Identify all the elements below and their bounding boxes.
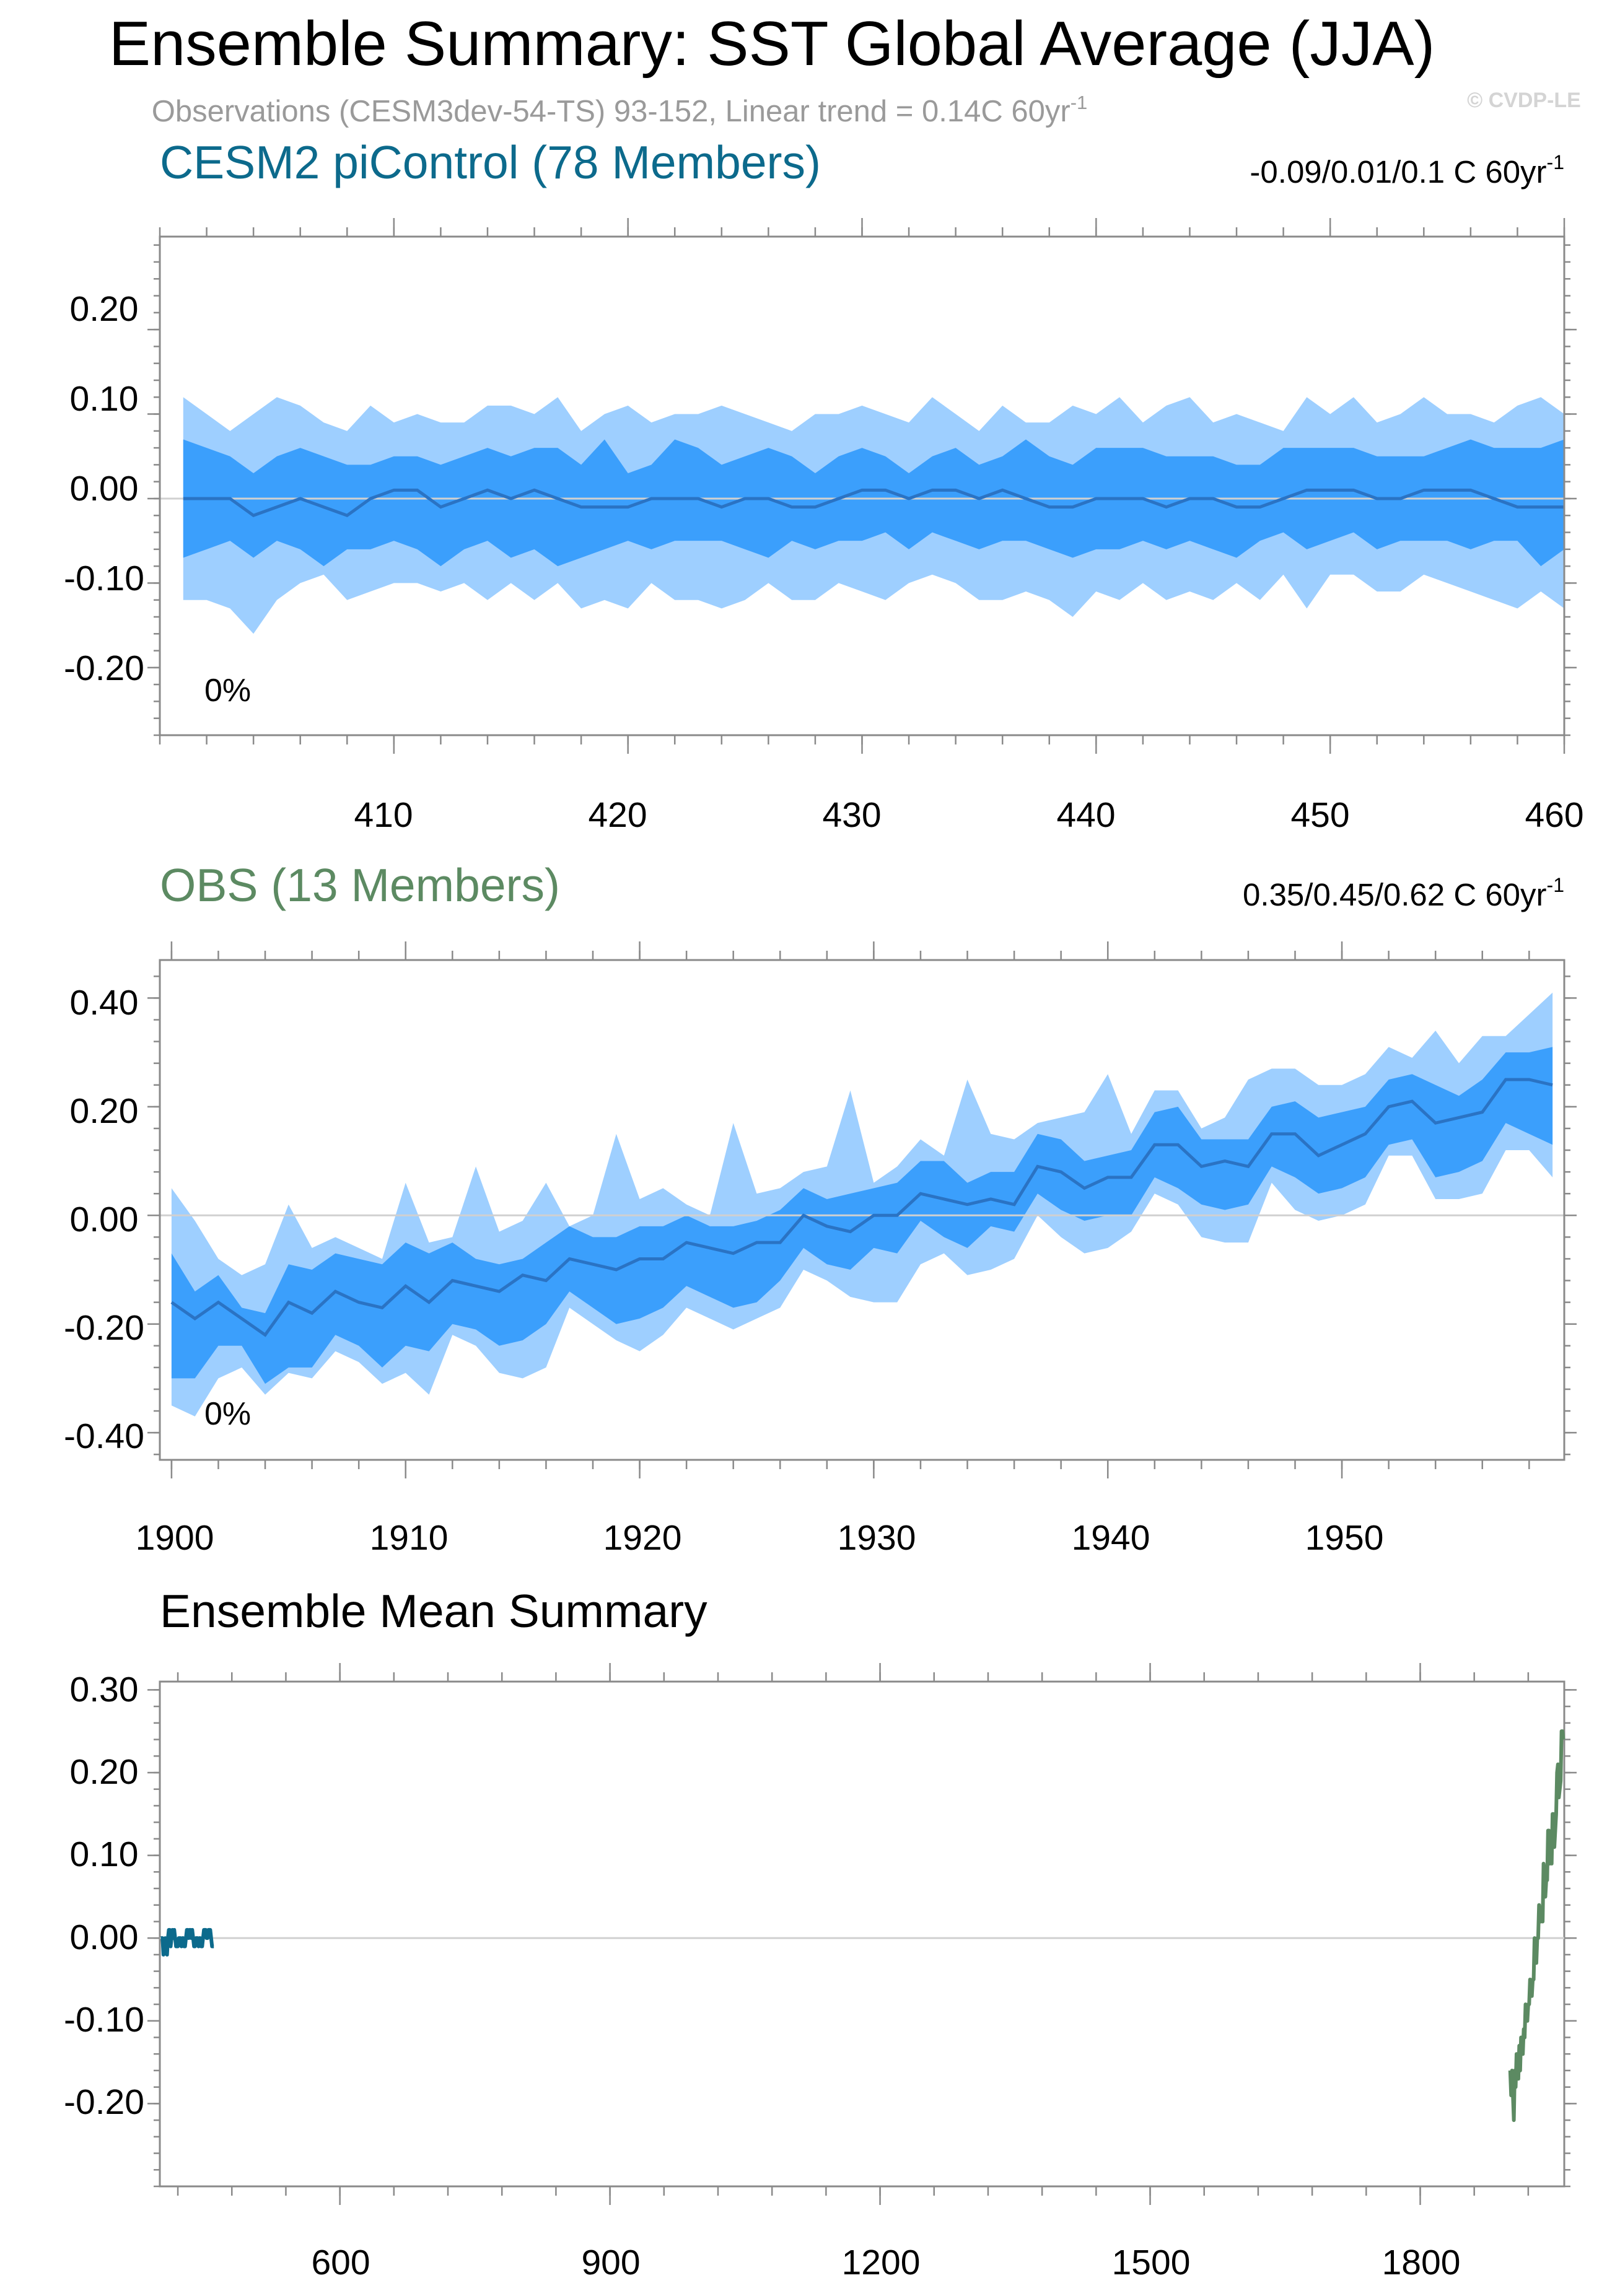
panel3-ytick-label: 0.10 — [70, 1835, 139, 1874]
panel3-ytick-label: -0.20 — [64, 2082, 144, 2122]
panel2-xtick-label: 1950 — [1305, 1518, 1384, 1558]
panel2-trend: 0.35/0.45/0.62 C 60yr-1 — [1243, 874, 1564, 912]
panel3-xtick-label: 1500 — [1112, 2243, 1191, 2282]
panel-cesm2-picontrol: CESM2 piControl (78 Members) -0.09/0.01/… — [64, 136, 1584, 835]
panel3-frame — [159, 1680, 1565, 2188]
panel2-ytick-label: 0.20 — [70, 1091, 139, 1131]
panel3-title: Ensemble Mean Summary — [160, 1585, 707, 1637]
panel1-plot-area — [160, 397, 1565, 634]
panel1-ytick-label: -0.20 — [64, 648, 144, 688]
panel1-xtick-label: 410 — [354, 795, 413, 835]
panel1-xtick-label: 430 — [822, 795, 881, 835]
panel2-plot-area — [160, 992, 1564, 1416]
panel1-ytick-label: 0.10 — [70, 379, 139, 419]
panel2-title: OBS (13 Members) — [160, 859, 560, 911]
panel1-ytick-label: -0.10 — [64, 559, 144, 598]
panel1-xtick-label: 420 — [588, 795, 647, 835]
panel3-ytick-label: 0.30 — [70, 1670, 139, 1709]
panel2-ytick-label: -0.20 — [64, 1308, 144, 1348]
panel2-frame — [159, 959, 1565, 1461]
panel2-xtick-label: 1930 — [838, 1518, 916, 1558]
panel2-ensemble-mean-line — [170, 1078, 1553, 1337]
panel3-xtick-label: 1200 — [842, 2243, 921, 2282]
watermark: © CVDP-LE — [1467, 89, 1581, 112]
panel2-ytick-label: 0.00 — [70, 1200, 139, 1239]
subtitle-superscript: -1 — [1071, 92, 1088, 113]
panel1-ytick-label: 0.00 — [70, 469, 139, 509]
panel3-ytick-label: -0.10 — [64, 2000, 144, 2040]
panel-obs: OBS (13 Members) 0.35/0.45/0.62 C 60yr-1… — [64, 859, 1577, 1558]
panel3-ytick-label: 0.00 — [70, 1918, 139, 1957]
panel3-series-line-obs — [1508, 1729, 1565, 2123]
panel3-plot-area — [159, 1729, 1565, 2123]
panel1-percent-label: 0% — [204, 673, 251, 709]
panel1-xtick-label: 450 — [1290, 795, 1349, 835]
panel1-xtick-label: 460 — [1525, 795, 1583, 835]
panel3-xtick-label: 1800 — [1382, 2243, 1461, 2282]
panel1-ytick-label: 0.20 — [70, 289, 139, 329]
panel2-percent-label: 0% — [204, 1396, 251, 1432]
panel2-trend-text: 0.35/0.45/0.62 C 60yr — [1243, 877, 1547, 912]
panel2-ticks — [147, 941, 1577, 1478]
panel1-ticks — [147, 218, 1577, 754]
panel2-xtick-label: 1920 — [603, 1518, 682, 1558]
panel-ensemble-mean: Ensemble Mean Summary 0.30 0.20 0.10 0.0… — [64, 1585, 1577, 2282]
figure-subtitle: Observations (CESM3dev-54-TS) 93-152, Li… — [152, 92, 1088, 128]
panel3-xtick-label: 900 — [581, 2243, 640, 2282]
panel1-trend-text: -0.09/0.01/0.1 C 60yr — [1250, 154, 1546, 190]
panel1-xtick-label: 440 — [1056, 795, 1115, 835]
panel2-trend-superscript: -1 — [1547, 874, 1564, 896]
panel2-xtick-label: 1940 — [1072, 1518, 1150, 1558]
panel3-ticks — [147, 1663, 1577, 2205]
panel3-series-line-cesm2 — [159, 1927, 215, 1957]
panel1-trend-superscript: -1 — [1547, 151, 1564, 173]
subtitle-text: Observations (CESM3dev-54-TS) 93-152, Li… — [152, 95, 1071, 128]
panel3-xtick-label: 600 — [311, 2243, 370, 2282]
panel2-ytick-label: -0.40 — [64, 1416, 144, 1456]
panel1-ensemble-mean-line — [183, 488, 1564, 518]
panel2-ytick-label: 0.40 — [70, 983, 139, 1023]
panel1-trend: -0.09/0.01/0.1 C 60yr-1 — [1250, 151, 1564, 190]
panel3-ytick-label: 0.20 — [70, 1752, 139, 1792]
panel1-title: CESM2 piControl (78 Members) — [160, 136, 821, 188]
panel2-xtick-label: 1900 — [136, 1518, 214, 1558]
panel1-p10-p90-band — [183, 439, 1565, 567]
figure-title: Ensemble Summary: SST Global Average (JJ… — [109, 9, 1435, 79]
panel2-xtick-label: 1910 — [370, 1518, 449, 1558]
